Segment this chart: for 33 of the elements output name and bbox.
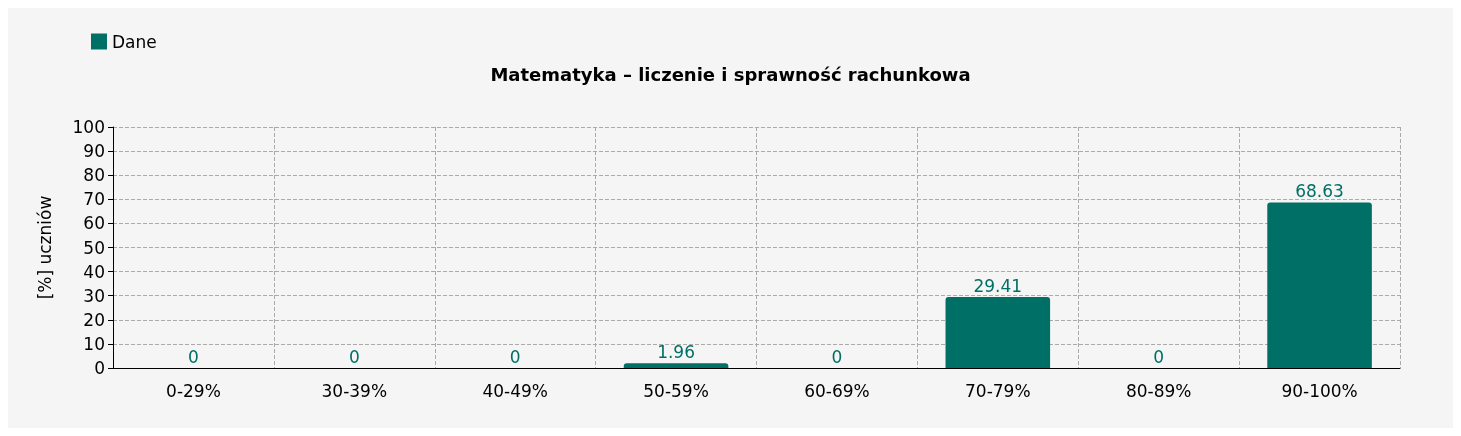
x-tick-label: 90-100%	[1281, 380, 1358, 401]
y-tick-label: 70	[83, 189, 105, 210]
data-label: 29.41	[973, 275, 1023, 296]
data-label: 1.96	[657, 341, 695, 362]
y-tick-label: 80	[83, 165, 105, 186]
x-tick-label: 0-29%	[166, 380, 221, 401]
y-tick-label: 90	[83, 141, 105, 162]
y-tick-label: 30	[83, 285, 105, 306]
x-tick-label: 50-59%	[643, 380, 709, 401]
data-label: 0	[509, 346, 521, 367]
data-label: 68.63	[1295, 181, 1344, 202]
y-tick-label: 10	[83, 333, 105, 354]
y-axis-title: [%] uczniów	[34, 195, 55, 300]
data-label: 0	[1153, 346, 1165, 367]
y-tick-label: 100	[72, 117, 105, 137]
bar	[1267, 202, 1372, 368]
y-tick-label: 60	[83, 213, 105, 234]
x-tick-label: 60-69%	[804, 380, 870, 401]
data-label: 0	[348, 346, 360, 367]
x-tick-label: 40-49%	[482, 380, 548, 401]
x-tick-label: 70-79%	[965, 380, 1031, 401]
y-tick-label: 50	[83, 237, 105, 258]
x-tick-label: 80-89%	[1125, 380, 1192, 401]
y-tick-label: 0	[94, 358, 105, 378]
y-tick-label: 20	[83, 309, 105, 330]
data-label: 0	[188, 346, 199, 367]
chart-title: Matematyka – liczenie i sprawność rachunkowa	[490, 63, 971, 85]
x-tick-label: 30-39%	[321, 380, 388, 401]
bar	[623, 363, 729, 368]
bar	[945, 297, 1051, 368]
data-label: 0	[831, 346, 843, 367]
legend-label: Dane	[112, 31, 157, 52]
y-tick-label: 40	[83, 261, 105, 282]
